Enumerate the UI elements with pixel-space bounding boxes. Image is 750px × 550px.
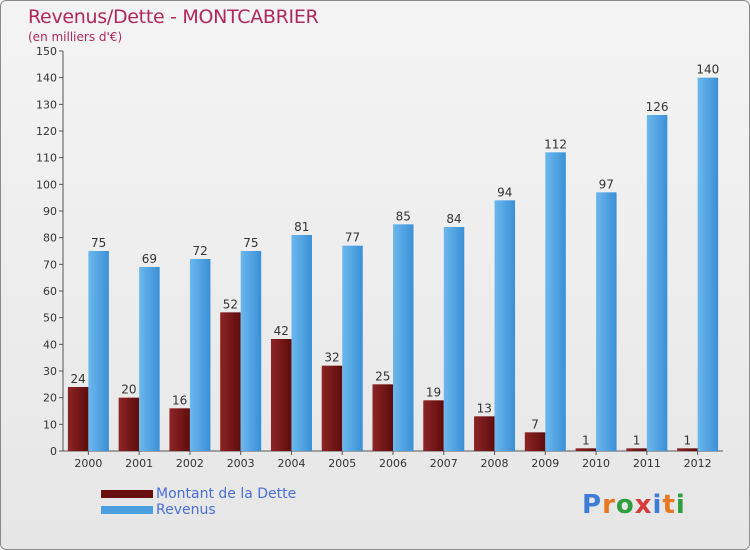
data-label-revenus: 97: [599, 177, 614, 191]
data-label-dette: 52: [223, 297, 238, 311]
bar-revenus: [139, 267, 160, 451]
legend-swatch-dette: [101, 490, 153, 498]
data-label-dette: 20: [121, 383, 136, 397]
y-tick-label: 150: [36, 45, 57, 58]
data-label-dette: 19: [426, 385, 441, 399]
bar-dette: [67, 387, 89, 451]
logo-letter: x: [634, 490, 653, 520]
y-tick-label: 100: [36, 178, 57, 191]
bar-dette: [423, 400, 444, 451]
data-label-revenus: 69: [142, 252, 157, 266]
y-tick-label: 20: [43, 392, 57, 405]
x-tick-label: 2007: [430, 457, 458, 470]
y-tick-label: 120: [36, 125, 57, 138]
y-tick-label: 60: [43, 285, 57, 298]
bar-revenus: [291, 235, 312, 451]
bar-dette: [169, 408, 190, 451]
bar-dette: [118, 397, 140, 451]
bar-dette: [575, 448, 597, 451]
y-tick-label: 40: [43, 338, 57, 351]
y-tick-label: 0: [50, 445, 57, 458]
bar-revenus: [443, 227, 465, 451]
data-label-dette: 7: [531, 417, 539, 431]
bar-revenus: [646, 115, 668, 451]
y-tick-label: 10: [43, 418, 57, 431]
bar-revenus: [240, 251, 262, 451]
y-tick-label: 80: [43, 232, 57, 245]
bar-revenus: [342, 245, 363, 451]
logo-letter: i: [675, 490, 686, 520]
x-tick-label: 2011: [633, 457, 661, 470]
bar-revenus: [88, 251, 109, 451]
bar-dette: [626, 448, 647, 451]
x-tick-label: 2006: [379, 457, 407, 470]
x-tick-label: 2000: [74, 457, 102, 470]
y-tick-label: 110: [36, 152, 57, 165]
logo-letter: t: [662, 490, 676, 520]
data-label-revenus: 126: [646, 100, 669, 114]
proxiti-logo: Proxiti: [582, 490, 686, 520]
x-tick-label: 2012: [684, 457, 712, 470]
data-label-revenus: 112: [544, 137, 567, 151]
bar-revenus: [697, 77, 719, 452]
logo-letter: P: [582, 490, 603, 520]
bar-revenus: [494, 200, 516, 451]
data-label-revenus: 75: [91, 236, 106, 250]
chart-title: Revenus/Dette - MONTCABRIER: [28, 6, 319, 28]
data-label-dette: 42: [274, 324, 289, 338]
y-tick-label: 70: [43, 258, 57, 271]
bar-revenus: [596, 192, 617, 452]
legend-swatch-revenus: [101, 506, 153, 514]
logo-letter: i: [652, 490, 663, 520]
bar-revenus: [189, 259, 211, 451]
data-label-dette: 32: [324, 351, 339, 365]
bar-dette: [524, 432, 546, 451]
y-tick-label: 130: [36, 98, 57, 111]
data-label-revenus: 94: [497, 185, 512, 199]
chart-subtitle: (en milliers d'€): [28, 30, 123, 44]
data-label-revenus: 85: [396, 209, 411, 223]
data-label-dette: 1: [684, 433, 692, 447]
data-label-revenus: 77: [345, 231, 360, 245]
data-label-dette: 1: [582, 433, 590, 447]
bar-revenus: [545, 152, 566, 452]
logo-letter: o: [615, 490, 635, 520]
x-tick-label: 2008: [481, 457, 509, 470]
bar-dette: [220, 312, 241, 451]
bar-dette: [372, 384, 393, 451]
x-tick-label: 2001: [125, 457, 153, 470]
bar-dette: [474, 416, 495, 451]
x-tick-label: 2010: [582, 457, 610, 470]
data-label-revenus: 140: [696, 63, 719, 77]
x-tick-label: 2004: [277, 457, 305, 470]
data-label-dette: 24: [70, 372, 85, 386]
legend-label-dette: Montant de la Dette: [156, 486, 297, 502]
y-tick-label: 30: [43, 365, 57, 378]
x-tick-label: 2002: [176, 457, 204, 470]
data-label-dette: 1: [633, 433, 641, 447]
x-tick-label: 2009: [531, 457, 559, 470]
x-tick-label: 2003: [227, 457, 255, 470]
y-tick-label: 50: [43, 312, 57, 325]
x-tick-label: 2005: [328, 457, 356, 470]
data-label-revenus: 72: [193, 244, 208, 258]
chart-data-labels: 2475206916725275428132772585198413947112…: [70, 63, 719, 448]
data-label-revenus: 75: [243, 236, 258, 250]
chart-bars: [67, 77, 719, 452]
data-label-revenus: 84: [446, 212, 461, 226]
y-tick-label: 90: [43, 205, 57, 218]
logo-letter: r: [602, 490, 616, 520]
bar-dette: [270, 339, 292, 451]
data-label-revenus: 81: [294, 220, 309, 234]
data-label-dette: 13: [477, 401, 492, 415]
bar-dette: [321, 365, 343, 451]
bar-dette: [677, 448, 698, 451]
y-tick-label: 140: [36, 72, 57, 85]
bar-revenus: [393, 224, 414, 451]
data-label-dette: 16: [172, 393, 187, 407]
legend-label-revenus: Revenus: [156, 502, 216, 518]
data-label-dette: 25: [375, 369, 390, 383]
